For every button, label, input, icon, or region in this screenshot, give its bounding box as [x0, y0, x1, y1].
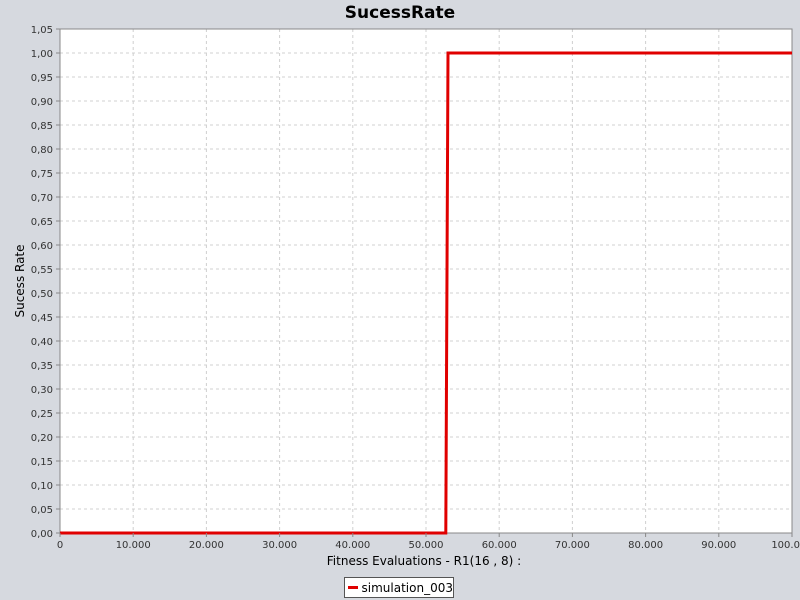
- y-tick-label: 0,90: [31, 97, 53, 108]
- y-tick-label: 0,55: [31, 265, 53, 276]
- y-tick-label: 0,95: [31, 73, 53, 84]
- axes: 0,00 0,05 0,10 0,15 0,20 0,25 0,30 0,35 0,40 0,45…: [31, 25, 800, 551]
- y-tick-label: 0,25: [31, 409, 53, 420]
- y-tick-label: 0,15: [31, 457, 53, 468]
- y-tick-label: 0,85: [31, 121, 53, 132]
- x-tick-label: 20.000: [189, 540, 224, 551]
- y-axis-label: Sucess Rate: [13, 244, 27, 317]
- x-tick-label: 40.000: [335, 540, 370, 551]
- y-tick-label: 0,40: [31, 337, 53, 348]
- y-tick-label: 0,50: [31, 289, 53, 300]
- legend: simulation_003: [344, 577, 454, 598]
- y-tick-label: 0,00: [31, 529, 53, 540]
- y-tick-label: 0,60: [31, 241, 53, 252]
- x-tick-label: 10.000: [116, 540, 151, 551]
- y-tick-label: 1,00: [31, 49, 53, 60]
- y-tick-label: 0,30: [31, 385, 53, 396]
- x-tick-label: 60.000: [482, 540, 517, 551]
- series-line-simulation_003: [60, 51, 792, 535]
- y-tick-label: 0,35: [31, 361, 53, 372]
- y-tick-label: 0,20: [31, 433, 53, 444]
- y-tick-label: 0,70: [31, 193, 53, 204]
- x-tick-label: 30.000: [262, 540, 297, 551]
- y-tick-label: 0,05: [31, 505, 53, 516]
- y-tick-label: 0,75: [31, 169, 53, 180]
- x-axis-label: Fitness Evaluations - R1(16 , 8) :: [327, 554, 521, 568]
- chart-title: SucessRate: [344, 3, 456, 23]
- series-layer: [60, 51, 792, 535]
- x-tick-label: 50.000: [409, 540, 444, 551]
- legend-label: simulation_003: [361, 580, 453, 595]
- legend-swatch: [348, 586, 358, 589]
- x-tick-label: 100.000: [771, 540, 800, 551]
- y-tick-label: 0,45: [31, 313, 53, 324]
- y-tick-label: 0,80: [31, 145, 53, 156]
- x-tick-label: 70.000: [555, 540, 590, 551]
- grid: [59, 28, 793, 534]
- y-tick-label: 0,65: [31, 217, 53, 228]
- x-tick-label: 90.000: [701, 540, 736, 551]
- x-tick-label: 0: [57, 540, 63, 551]
- x-tick-label: 80.000: [628, 540, 663, 551]
- y-tick-label: 0,10: [31, 481, 53, 492]
- y-tick-label: 1,05: [31, 25, 53, 36]
